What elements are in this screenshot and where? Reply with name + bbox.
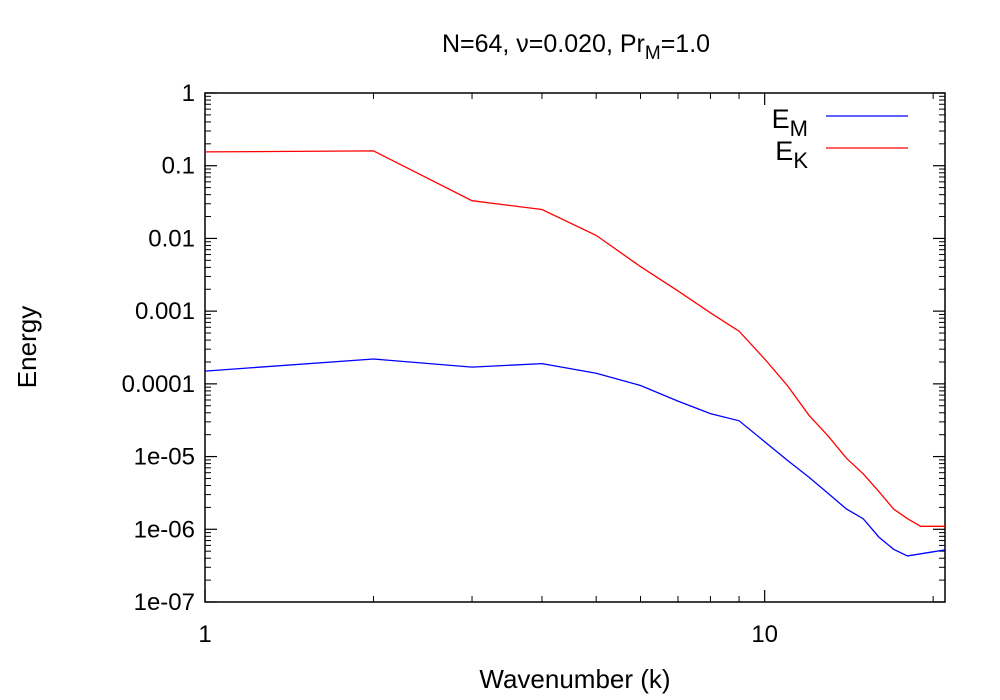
legend-label-sub: M xyxy=(790,116,808,141)
legend-label-1: EK xyxy=(775,136,808,173)
y-axis-label: Energy xyxy=(12,306,42,388)
y-tick-label: 1e-05 xyxy=(134,444,195,471)
title-nu-symbol: ν xyxy=(516,30,529,58)
chart-title: N=64, ν=0.020, PrM=1.0 xyxy=(442,30,710,64)
y-tick-label: 0.001 xyxy=(135,298,195,325)
plot-frame xyxy=(204,92,946,603)
title-pr-subscript: M xyxy=(645,43,661,64)
x-tick-label: 10 xyxy=(751,621,778,648)
y-tick-label: 1 xyxy=(182,80,195,107)
series-line-e-k xyxy=(204,150,945,527)
legend-label-sub: K xyxy=(793,148,808,173)
x-axis-label: Wavenumber (k) xyxy=(479,664,670,694)
y-tick-label: 0.0001 xyxy=(122,371,195,398)
y-tick-label: 0.01 xyxy=(148,225,195,252)
title-prefix: N=64, xyxy=(442,30,516,58)
legend-label-main: E xyxy=(775,136,793,166)
axis-ticks xyxy=(204,92,945,603)
series-line-e-m xyxy=(204,358,946,557)
title-nu-value: =0.020, Pr xyxy=(529,30,645,58)
series-lines xyxy=(204,150,946,557)
title-suffix: =1.0 xyxy=(661,30,710,58)
y-tick-label: 1e-06 xyxy=(134,516,195,543)
legend-label-0: EM xyxy=(772,104,808,141)
y-tick-label: 0.1 xyxy=(162,153,195,180)
y-tick-label: 1e-07 xyxy=(134,589,195,616)
x-tick-label: 1 xyxy=(198,621,211,648)
legend-label-main: E xyxy=(772,104,790,134)
